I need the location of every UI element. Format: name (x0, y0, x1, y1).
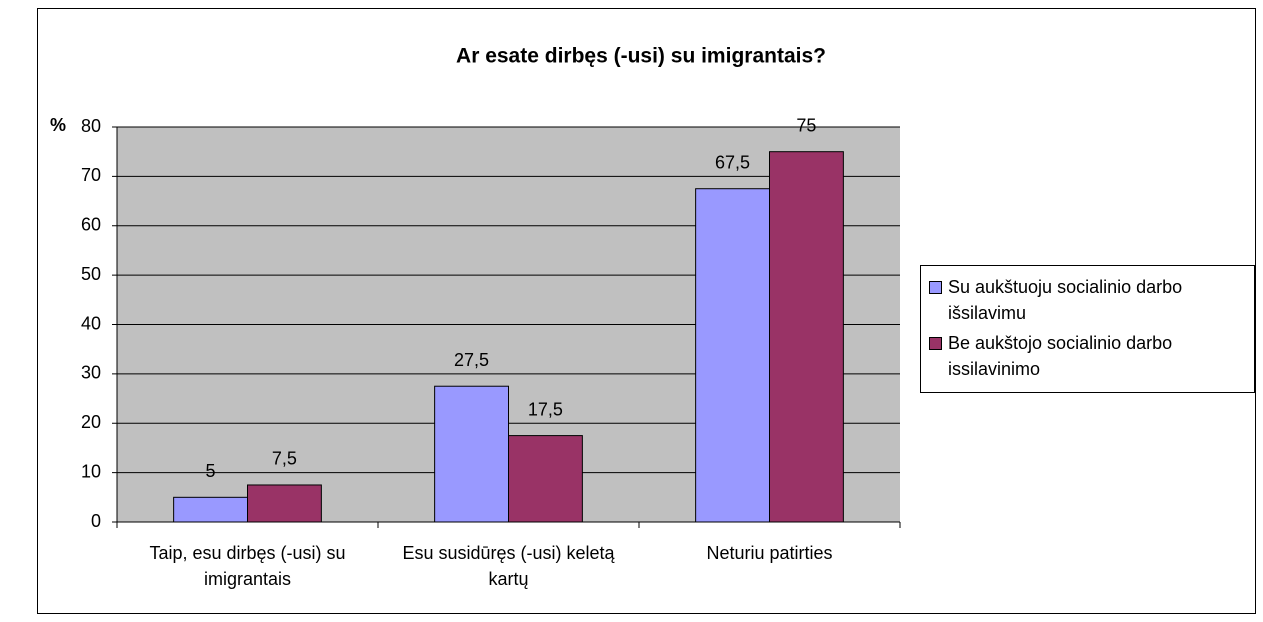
legend-label: Be aukštojo socialinio darbo issilavinim… (948, 333, 1173, 379)
bar (508, 435, 583, 523)
value-label: 17,5 (528, 399, 563, 419)
y-tick-label: 30 (81, 363, 101, 383)
bar (695, 188, 771, 523)
legend-label: Su aukštuoju socialinio darbo išsilavimu (948, 277, 1183, 323)
legend-item: Be aukštojo socialinio darbo issilavinim… (929, 330, 1248, 382)
legend-swatch (929, 281, 942, 294)
y-tick-label: 0 (91, 511, 101, 531)
value-label: 67,5 (715, 152, 750, 172)
y-tick-label: 70 (81, 165, 101, 185)
bar (173, 496, 248, 523)
y-axis-label: % (50, 115, 66, 135)
y-tick-label: 50 (81, 264, 101, 284)
y-tick-label: 80 (81, 116, 101, 136)
value-label: 7,5 (272, 449, 297, 469)
y-tick-label: 20 (81, 412, 101, 432)
chart-title: Ar esate dirbęs (-usi) su imigrantais? (456, 45, 826, 68)
y-tick-label: 40 (81, 313, 101, 333)
legend: Su aukštuoju socialinio darbo išsilavimu… (920, 265, 1255, 393)
value-label: 27,5 (454, 350, 489, 370)
legend-swatch (929, 337, 942, 350)
bar (434, 385, 509, 523)
bar (769, 151, 844, 523)
y-tick-label: 10 (81, 461, 101, 481)
x-tick-label: Neturiu patirties (706, 543, 833, 563)
y-tick-label: 60 (81, 215, 101, 235)
value-label: 5 (206, 461, 216, 481)
value-label: 75 (796, 115, 816, 135)
x-tick-label: Esu susidūręs (-usi) keletą kartų (402, 543, 615, 589)
x-tick-label: Taip, esu dirbęs (-usi) su imigrantais (149, 543, 346, 589)
legend-item: Su aukštuoju socialinio darbo išsilavimu (929, 274, 1248, 326)
bar (247, 484, 322, 523)
